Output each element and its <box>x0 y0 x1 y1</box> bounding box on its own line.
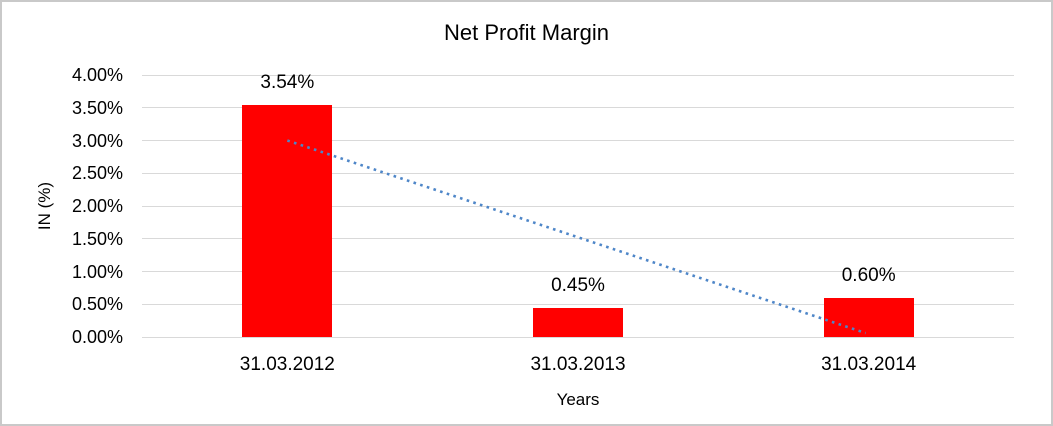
bar <box>242 105 333 337</box>
y-axis-tick-label: 1.50% <box>71 228 123 249</box>
x-axis-tick-label: 31.03.2012 <box>239 354 335 375</box>
bar <box>823 297 914 337</box>
chart-title: Net Profit Margin <box>443 20 610 45</box>
y-axis-tick-label: 3.00% <box>71 130 123 151</box>
gridline <box>142 336 1014 338</box>
x-axis-title: Years <box>556 390 600 409</box>
y-axis-tick-label: 2.00% <box>71 196 123 216</box>
y-axis-tick-label: 2.50% <box>71 163 123 184</box>
x-axis-tick-label: 31.03.2013 <box>530 354 626 375</box>
gridline <box>142 107 1014 109</box>
y-axis-tick-label: 0.50% <box>71 294 123 315</box>
gridline <box>142 74 1014 76</box>
y-axis-tick-label: 3.50% <box>71 97 123 118</box>
y-axis-tick-label: 0.00% <box>71 327 123 347</box>
x-axis-tick-label: 31.03.2014 <box>821 354 917 375</box>
y-axis-tick-label: 1.00% <box>71 261 123 282</box>
y-axis-tick-label: 4.00% <box>71 65 123 85</box>
bar-data-label: 0.60% <box>841 264 896 286</box>
bar-data-label: 0.45% <box>551 274 605 296</box>
bar-data-label: 3.54% <box>260 72 315 94</box>
bar <box>533 307 623 337</box>
